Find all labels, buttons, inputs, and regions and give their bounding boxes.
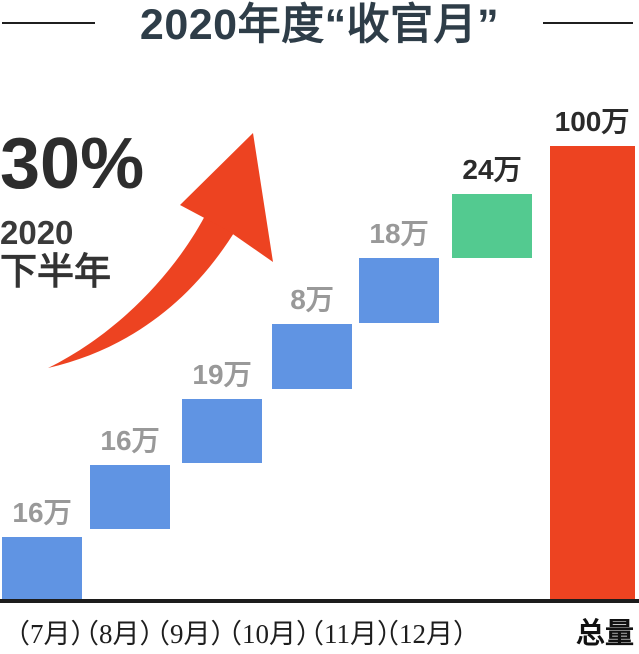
x-label-month-9: （9月） [143, 619, 238, 649]
x-label-month-7: （7月） [3, 619, 98, 649]
growth-arrow-icon [48, 133, 273, 368]
title-dash-right [543, 22, 633, 24]
bar-month-10 [272, 324, 352, 389]
bar-total [550, 146, 635, 601]
bar-month-11 [359, 258, 439, 323]
value-label-month-11: 18万 [369, 218, 429, 249]
title-row: 2020年度“收官月” [0, 1, 639, 49]
growth-year: 2020 [0, 214, 74, 251]
value-label-month-9: 19万 [192, 359, 252, 390]
growth-percent: 30% [0, 124, 145, 204]
bar-month-7 [2, 537, 82, 601]
x-label-month-11: （11月） [297, 619, 404, 649]
value-label-month-8: 16万 [100, 425, 160, 456]
title-dash-left [2, 22, 95, 24]
x-label-month-10: （10月） [215, 619, 323, 649]
value-label-month-7: 16万 [12, 497, 72, 528]
value-label-month-10: 8万 [290, 284, 334, 315]
bar-month-12-highlight [452, 194, 532, 258]
x-label-month-12: （12月） [372, 619, 480, 649]
value-label-total: 100万 [554, 106, 630, 137]
bar-month-8 [90, 465, 170, 529]
x-label-total: 总量 [576, 618, 635, 650]
value-label-month-12: 24万 [462, 154, 522, 185]
x-label-month-8: （8月） [72, 619, 167, 649]
x-axis-line [0, 599, 639, 603]
page-title: 2020年度“收官月” [139, 1, 500, 49]
growth-period: 下半年 [0, 251, 111, 292]
bar-month-9 [182, 399, 262, 463]
